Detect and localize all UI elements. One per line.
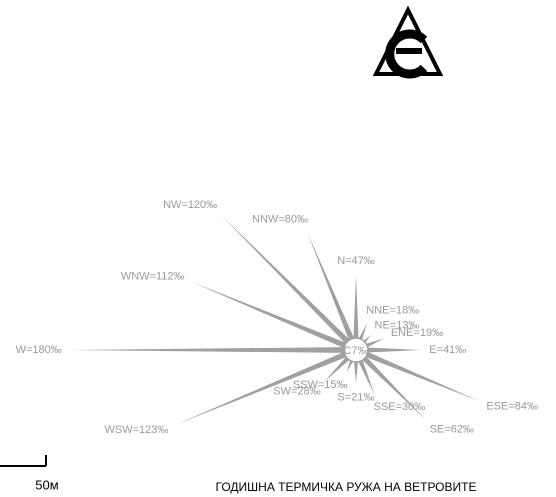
wind-label: SW=28‰: [273, 385, 320, 397]
wind-label: NNW=80‰: [252, 213, 308, 225]
wind-label: NNE=18‰: [366, 305, 419, 317]
wind-label: N=47‰: [337, 255, 375, 267]
wind-spike: [175, 347, 358, 425]
wind-label: WSW=123‰: [104, 424, 168, 436]
wind-label: ESE=84‰: [486, 400, 538, 412]
wind-label: E=41‰: [429, 344, 466, 356]
wind-label: SE=62‰: [430, 424, 474, 436]
wind-label: ENE=19‰: [391, 327, 443, 339]
wind-spike: [354, 347, 480, 402]
wind-label: NW=120‰: [163, 199, 217, 211]
wind-label: WNW=112‰: [121, 270, 185, 282]
wind-spike: [307, 232, 359, 352]
scale-label: 50м: [35, 477, 58, 492]
wind-label: SSE=30‰: [374, 401, 426, 413]
calm-circle: [343, 337, 369, 363]
wind-spike: [69, 347, 357, 353]
calm-label: C7‰: [343, 345, 368, 357]
logo: [372, 5, 444, 79]
scale-bar: [0, 455, 47, 467]
wind-spike: [221, 215, 359, 353]
wind-spike: [191, 281, 358, 353]
wind-spike: [356, 347, 422, 353]
wind-label: S=21‰: [338, 391, 375, 403]
wind-spike: [353, 347, 426, 420]
wind-label: W=180‰: [16, 344, 62, 356]
chart-title: ГОДИШНА ТЕРМИЧКА РУЖА НА ВЕТРОВИТЕ: [216, 480, 477, 494]
wind-label: SSW=15‰: [293, 379, 348, 391]
wind-spike: [353, 275, 359, 350]
wind-label: NE=13‰: [375, 319, 420, 331]
